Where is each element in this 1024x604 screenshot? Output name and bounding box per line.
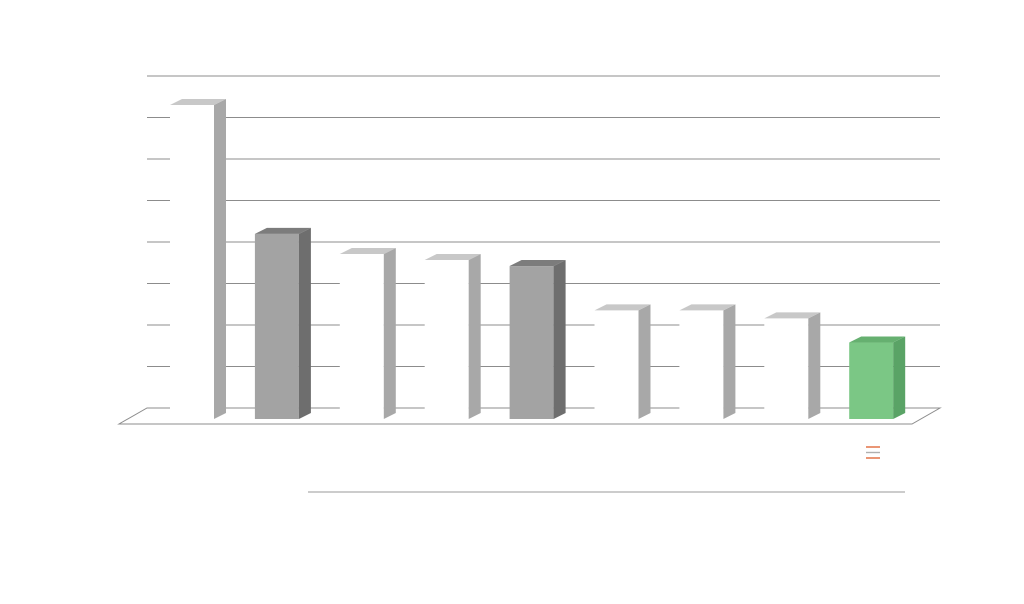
bar-side [298, 227, 311, 419]
bar-front [764, 318, 809, 419]
bar-side [893, 336, 906, 419]
bar [509, 260, 566, 419]
bar-side [553, 260, 566, 419]
bar-side [214, 99, 226, 420]
bar [339, 247, 396, 419]
bar-top [339, 247, 396, 254]
bar [849, 336, 906, 419]
bar-front [594, 310, 639, 419]
bar [254, 227, 311, 419]
bar-top [424, 254, 481, 261]
bar-top [594, 304, 651, 311]
legend[interactable] [866, 446, 880, 459]
bar-front [170, 105, 214, 420]
floor-outline [117, 407, 942, 425]
bar-front [254, 233, 299, 419]
bar-front [339, 253, 384, 419]
bar-side [808, 312, 821, 419]
bar-top [764, 312, 821, 319]
bar-front [849, 342, 894, 419]
bar-top [679, 304, 736, 311]
bar-front [509, 266, 554, 419]
bar [679, 304, 736, 419]
bar-side [723, 304, 736, 419]
chart-floor [117, 407, 942, 425]
bar-side [383, 247, 396, 419]
bar-top [849, 336, 906, 343]
bar-top [170, 99, 226, 106]
bar-side [468, 254, 481, 419]
bar-front [424, 260, 469, 419]
bar [594, 304, 651, 419]
bar-top [509, 260, 566, 267]
bar [764, 312, 821, 419]
menu-icon[interactable] [866, 446, 880, 459]
bar-front [679, 310, 724, 419]
bar-side [638, 304, 651, 419]
bar-top [254, 227, 311, 234]
bars [170, 99, 906, 420]
bar [170, 99, 226, 420]
bar [424, 254, 481, 419]
